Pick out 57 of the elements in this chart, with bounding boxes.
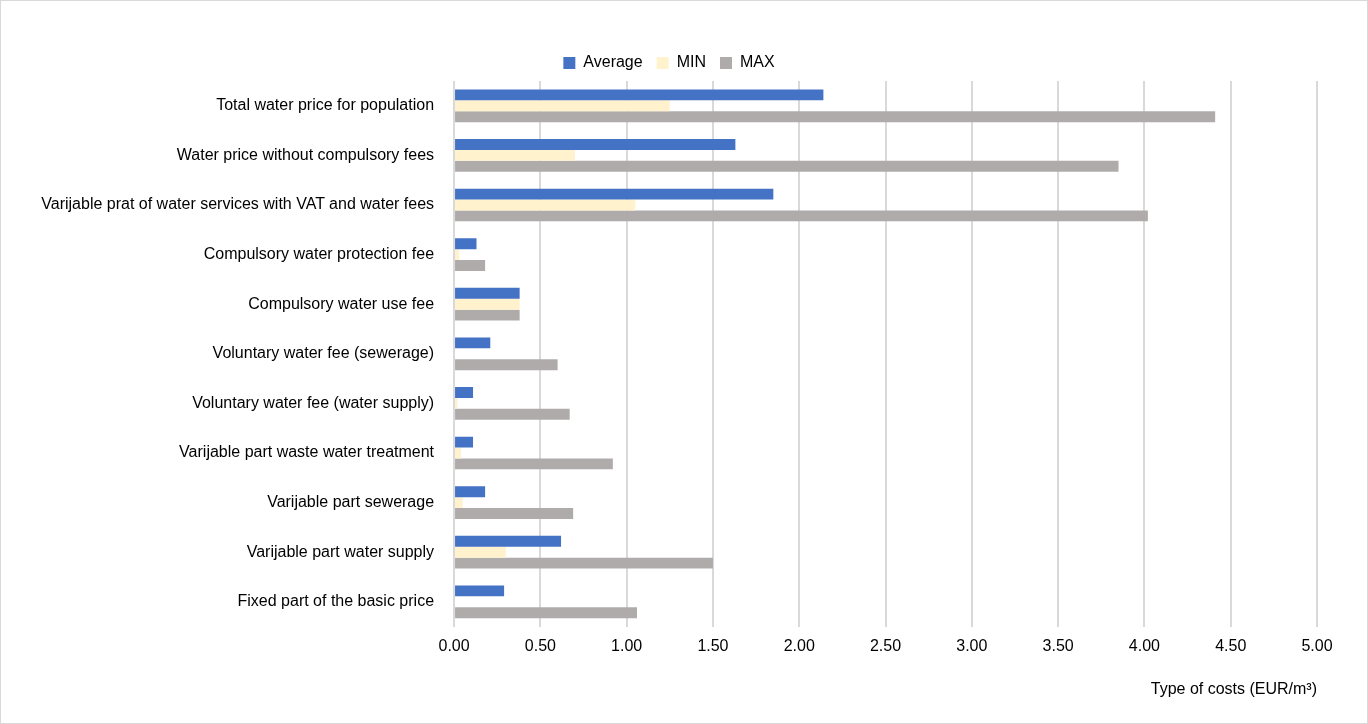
x-tick-label: 0.50 [524,636,557,654]
y-tick-label: Fixed part of the basic price [237,592,435,610]
bar [455,160,1119,172]
y-tick-label: Total water price for population [216,96,435,114]
y-tick-label: Water price without compulsory fees [176,145,435,163]
y-tick-label: Varijable part sewerage [267,493,435,511]
x-axis-title: Type of costs (EUR/m³) [1150,679,1317,697]
bar [455,89,824,101]
x-tick-label: 3.50 [1042,636,1074,654]
x-tick-label: 2.50 [869,636,902,654]
bar [455,188,774,200]
bar [455,408,570,420]
x-tick-label: 2.00 [783,636,815,654]
bar [455,497,463,509]
bar [455,607,637,619]
bar [455,149,575,161]
bar [455,111,1216,123]
bar [455,546,506,558]
x-tick-label: 5.00 [1301,636,1333,654]
legend-label: Average [583,53,643,71]
bar [455,585,505,597]
y-tick-label: Voluntary water fee (sewerage) [212,344,435,362]
y-tick-label: Compulsory water protection fee [203,245,435,263]
y-tick-label: Compulsory water use fee [248,294,435,312]
legend-label: MIN [676,53,706,71]
y-tick-label: Varijable prat of water services with VAT and water fees [41,195,435,213]
legend-label: MAX [739,53,775,71]
y-tick-label: Varijable part waste water treatment [179,443,435,461]
bar [455,557,713,569]
bar [455,387,474,398]
bar [455,249,460,261]
bar [455,359,558,371]
bar [455,260,486,271]
y-tick-label: Varijable part water supply [246,542,435,560]
x-tick-label: 0.00 [438,636,470,654]
bar [455,508,574,519]
bar [455,210,1148,222]
bar [455,337,491,349]
bar [455,486,486,498]
bar [455,436,474,448]
bar [455,535,562,547]
bar [455,458,613,470]
bar [455,100,670,112]
x-tick-label: 3.00 [956,636,988,654]
bar [455,447,461,459]
x-tick-label: 1.00 [611,636,643,654]
x-tick-label: 4.00 [1128,636,1161,654]
bar [455,238,477,250]
bar [455,309,520,321]
bar [455,199,636,211]
bar [455,298,520,310]
bar [455,397,458,409]
x-tick-label: 1.50 [697,636,729,654]
bar [455,139,736,150]
x-tick-label: 4.50 [1215,636,1247,654]
bar [455,287,520,299]
y-tick-label: Voluntary water fee (water supply) [192,393,435,411]
